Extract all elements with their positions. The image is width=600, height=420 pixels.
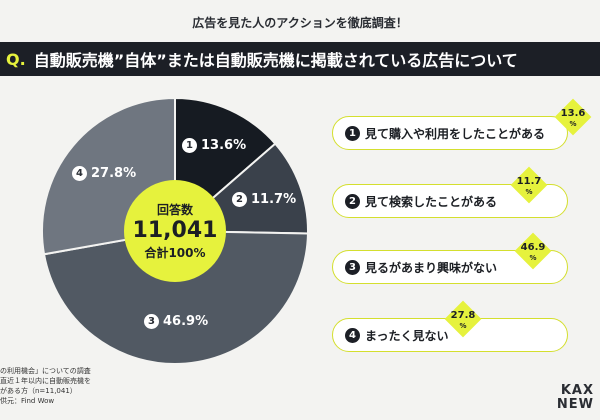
- answer-num-2: 2: [345, 193, 360, 209]
- question-text: 自動販売機”自体”または自動販売機に掲載されている広告について: [33, 51, 518, 70]
- pct-value-2: 11.7: [516, 176, 542, 187]
- pct-value-1: 13.6: [560, 108, 586, 119]
- slice-num-3: 3: [144, 314, 159, 329]
- question-prefix: Q.: [6, 49, 26, 69]
- pie-slice-3: [42, 229, 309, 365]
- answer-box-3: 3 見るがあまり興味がない: [332, 250, 568, 284]
- footnote-line-2: 直近１年以内に自動販売機を: [0, 377, 91, 385]
- answer-num-3: 3: [345, 259, 360, 275]
- slice-value-2: 11.7%: [251, 192, 297, 207]
- pct-unit-2: %: [525, 188, 533, 196]
- pct-unit-4: %: [459, 322, 467, 330]
- answer-row-4: 4 まったく見ない 27.8 %: [326, 300, 588, 360]
- brand-logo: KAX NEW: [557, 384, 594, 412]
- logo-line-1: KAX: [560, 383, 594, 398]
- answer-row-2: 2 見て検索したことがある 11.7 %: [326, 166, 588, 226]
- answer-label-4: まったく見ない: [365, 328, 449, 343]
- slice-label-1: 1 13.6%: [182, 138, 246, 153]
- answer-num-4: 4: [345, 327, 360, 343]
- center-title: 回答数: [156, 203, 193, 217]
- pie-chart: 1 13.6% 2 11.7% 3 46.9% 4 27.8% 回答数 11,0…: [40, 96, 310, 366]
- pct-value-4: 27.8: [450, 310, 476, 321]
- slice-label-4: 4 27.8%: [72, 166, 136, 181]
- answer-box-1: 1 見て購入や利用をしたことがある: [332, 116, 568, 150]
- slice-value-1: 13.6%: [201, 138, 247, 153]
- center-circle: 回答数 11,041 合計100%: [124, 180, 226, 282]
- slice-num-1: 1: [182, 138, 197, 153]
- answer-num-1: 1: [345, 125, 360, 141]
- footnote-line-1: の利用機会」についての調査: [0, 367, 91, 375]
- answer-list: 1 見て購入や利用をしたことがある 13.6 % 2 見て検索したことがある 1…: [326, 98, 592, 362]
- header-caption: 広告を見た人のアクションを徹底調査！: [192, 16, 408, 30]
- center-value: 11,041: [132, 218, 218, 243]
- logo-line-2: NEW: [556, 397, 594, 412]
- slice-label-2: 2 11.7%: [232, 192, 296, 207]
- answer-label-2: 見て検索したことがある: [365, 194, 498, 209]
- answer-row-1: 1 見て購入や利用をしたことがある 13.6 %: [326, 98, 592, 158]
- answer-label-3: 見るがあまり興味がない: [365, 260, 498, 275]
- footnote-line-4: 供元：Find Wow: [0, 397, 55, 405]
- slice-value-3: 46.9%: [163, 314, 209, 329]
- pct-value-3: 46.9: [520, 242, 546, 253]
- slice-num-2: 2: [232, 192, 247, 207]
- pct-unit-3: %: [529, 254, 537, 262]
- slice-num-4: 4: [72, 166, 87, 181]
- footnote-line-3: がある方（n=11,041）: [0, 387, 77, 395]
- question-bar: Q. 自動販売機”自体”または自動販売機に掲載されている広告について: [0, 42, 600, 76]
- answer-label-1: 見て購入や利用をしたことがある: [365, 126, 546, 141]
- slice-value-4: 27.8%: [91, 166, 137, 181]
- pct-unit-1: %: [569, 120, 577, 128]
- answer-row-3: 3 見るがあまり興味がない 46.9 %: [326, 232, 588, 292]
- slice-label-3: 3 46.9%: [144, 314, 208, 329]
- footnote: の利用機会」についての調査 直近１年以内に自動販売機を がある方（n=11,04…: [0, 366, 200, 406]
- center-total: 合計100%: [144, 246, 206, 260]
